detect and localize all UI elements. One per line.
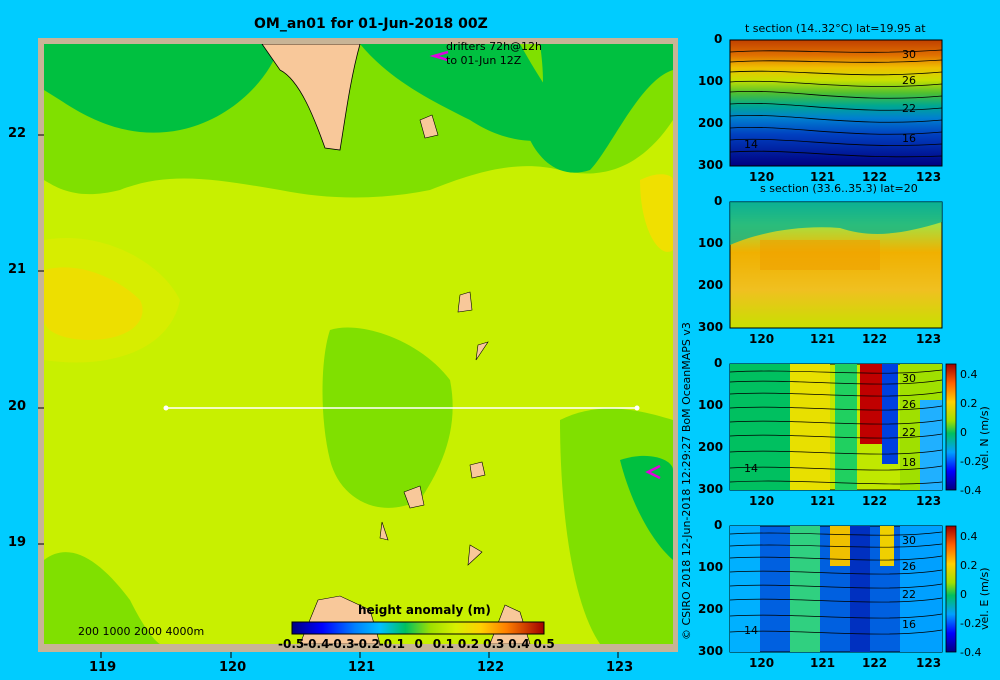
section-x-tick-label: 122 bbox=[862, 332, 888, 346]
s-section-panel bbox=[729, 201, 943, 329]
section-x-tick-label: 123 bbox=[916, 656, 942, 670]
contour-label: 18 bbox=[902, 456, 916, 469]
section-cbar-tick-label: -0.2 bbox=[960, 455, 982, 468]
colorbar-tick-label: 0 bbox=[414, 637, 423, 651]
map-y-tick-label: 22 bbox=[8, 126, 27, 141]
contour-label: 22 bbox=[902, 102, 916, 115]
section-y-tick-label: 300 bbox=[698, 482, 724, 496]
depth-legend: 200 1000 2000 4000m bbox=[78, 625, 205, 638]
t-section-panel bbox=[729, 39, 943, 167]
section-x-tick-label: 123 bbox=[916, 332, 942, 346]
section-cbar-tick-label: -0.4 bbox=[960, 646, 982, 659]
section-x-tick-label: 121 bbox=[810, 656, 836, 670]
map-y-tick-label: 20 bbox=[8, 399, 27, 414]
section-y-tick-label: 200 bbox=[698, 116, 724, 130]
colorbar-tick-label: -0.4 bbox=[303, 637, 330, 651]
section-cbar-tick-label: 0 bbox=[960, 588, 967, 601]
section-x-tick-label: 120 bbox=[749, 656, 775, 670]
vel-n-colorbar bbox=[945, 363, 957, 491]
contour-label: 26 bbox=[902, 560, 916, 573]
section-x-tick-label: 123 bbox=[916, 170, 942, 184]
map-y-tick-label: 19 bbox=[8, 535, 27, 550]
height-colorbar bbox=[291, 621, 545, 635]
contour-label: 22 bbox=[902, 426, 916, 439]
vel-n-section-panel bbox=[729, 363, 943, 491]
section-cbar-tick-label: -0.2 bbox=[960, 617, 982, 630]
contour-label: 30 bbox=[902, 534, 916, 547]
map-x-tick-label: 122 bbox=[477, 660, 505, 675]
section-cbar-tick-label: 0.4 bbox=[960, 530, 978, 543]
vel-e-colorbar bbox=[945, 525, 957, 653]
contour-label: 16 bbox=[902, 618, 916, 631]
section-y-tick-label: 200 bbox=[698, 278, 724, 292]
section-y-tick-label: 100 bbox=[698, 560, 724, 574]
section-cbar-tick-label: 0 bbox=[960, 426, 967, 439]
section-x-tick-label: 120 bbox=[749, 332, 775, 346]
map-y-tick-label: 21 bbox=[8, 262, 27, 277]
section-x-tick-label: 122 bbox=[862, 170, 888, 184]
credit-text: © CSIRO 2018 12-Jun-2018 12:29:27 BoM Oc… bbox=[680, 322, 693, 640]
section-cbar-tick-label: -0.4 bbox=[960, 484, 982, 497]
section-x-tick-label: 121 bbox=[810, 170, 836, 184]
map-x-tick-label: 120 bbox=[219, 660, 247, 675]
section-y-tick-label: 0 bbox=[714, 32, 723, 46]
section-y-tick-label: 200 bbox=[698, 440, 724, 454]
drifter-arrow-icon bbox=[429, 50, 449, 62]
section-start-marker bbox=[163, 405, 169, 411]
section-x-tick-label: 122 bbox=[862, 656, 888, 670]
section-x-tick-label: 123 bbox=[916, 494, 942, 508]
colorbar-tick-label: 0.2 bbox=[457, 637, 480, 651]
section-y-tick-label: 100 bbox=[698, 236, 724, 250]
section-cbar-tick-label: 0.2 bbox=[960, 559, 978, 572]
contour-label: 30 bbox=[902, 372, 916, 385]
section-x-tick-label: 121 bbox=[810, 494, 836, 508]
map-x-tick-label: 119 bbox=[89, 660, 117, 675]
drifters-label-2: to 01-Jun 12Z bbox=[446, 54, 522, 67]
section-y-tick-label: 100 bbox=[698, 398, 724, 412]
map-title: OM_an01 for 01-Jun-2018 00Z bbox=[254, 16, 488, 32]
section-y-tick-label: 0 bbox=[714, 194, 723, 208]
map-x-tick-label: 121 bbox=[348, 660, 376, 675]
contour-label: 26 bbox=[902, 398, 916, 411]
colorbar-tick-label: -0.3 bbox=[328, 637, 355, 651]
contour-label: 22 bbox=[902, 588, 916, 601]
colorbar-tick-label: 0.1 bbox=[432, 637, 454, 651]
contour-label: 14 bbox=[744, 138, 758, 151]
section-end-marker bbox=[634, 405, 640, 411]
colorbar-tick-label: -0.1 bbox=[378, 637, 406, 651]
colorbar-tick-label: -0.2 bbox=[353, 637, 380, 651]
contour-label: 16 bbox=[902, 132, 916, 145]
section-cbar-tick-label: 0.2 bbox=[960, 397, 978, 410]
drifter-arrow-icon-2 bbox=[645, 464, 661, 480]
section-y-tick-label: 0 bbox=[714, 356, 723, 370]
contour-label: 14 bbox=[744, 624, 758, 637]
colorbar-title: height anomaly (m) bbox=[358, 603, 491, 617]
colorbar-tick-label: 0.4 bbox=[508, 637, 530, 651]
colorbar-tick-label: 0.5 bbox=[533, 637, 555, 651]
section-x-tick-label: 120 bbox=[749, 494, 775, 508]
section-x-tick-label: 120 bbox=[749, 170, 775, 184]
section-y-tick-label: 300 bbox=[698, 320, 724, 334]
drifters-label-1: drifters 72h@12h bbox=[446, 40, 543, 53]
t-section-title: t section (14..32°C) lat=19.95 at bbox=[745, 22, 926, 35]
height-anomaly-field bbox=[44, 44, 673, 644]
section-y-tick-label: 300 bbox=[698, 158, 724, 172]
contour-label: 30 bbox=[902, 48, 916, 61]
section-y-tick-label: 0 bbox=[714, 518, 723, 532]
s-section-title: s section (33.6..35.3) lat=20 bbox=[760, 182, 918, 195]
contour-label: 26 bbox=[902, 74, 916, 87]
section-cbar-tick-label: 0.4 bbox=[960, 368, 978, 381]
contour-label: 14 bbox=[744, 462, 758, 475]
section-x-tick-label: 122 bbox=[862, 494, 888, 508]
vel-e-section-panel bbox=[729, 525, 943, 653]
section-y-tick-label: 100 bbox=[698, 74, 724, 88]
section-x-tick-label: 121 bbox=[810, 332, 836, 346]
colorbar-tick-label: -0.5 bbox=[278, 637, 305, 651]
section-y-tick-label: 300 bbox=[698, 644, 724, 658]
map-x-tick-label: 123 bbox=[606, 660, 634, 675]
colorbar-tick-label: 0.3 bbox=[483, 637, 505, 651]
section-y-tick-label: 200 bbox=[698, 602, 724, 616]
